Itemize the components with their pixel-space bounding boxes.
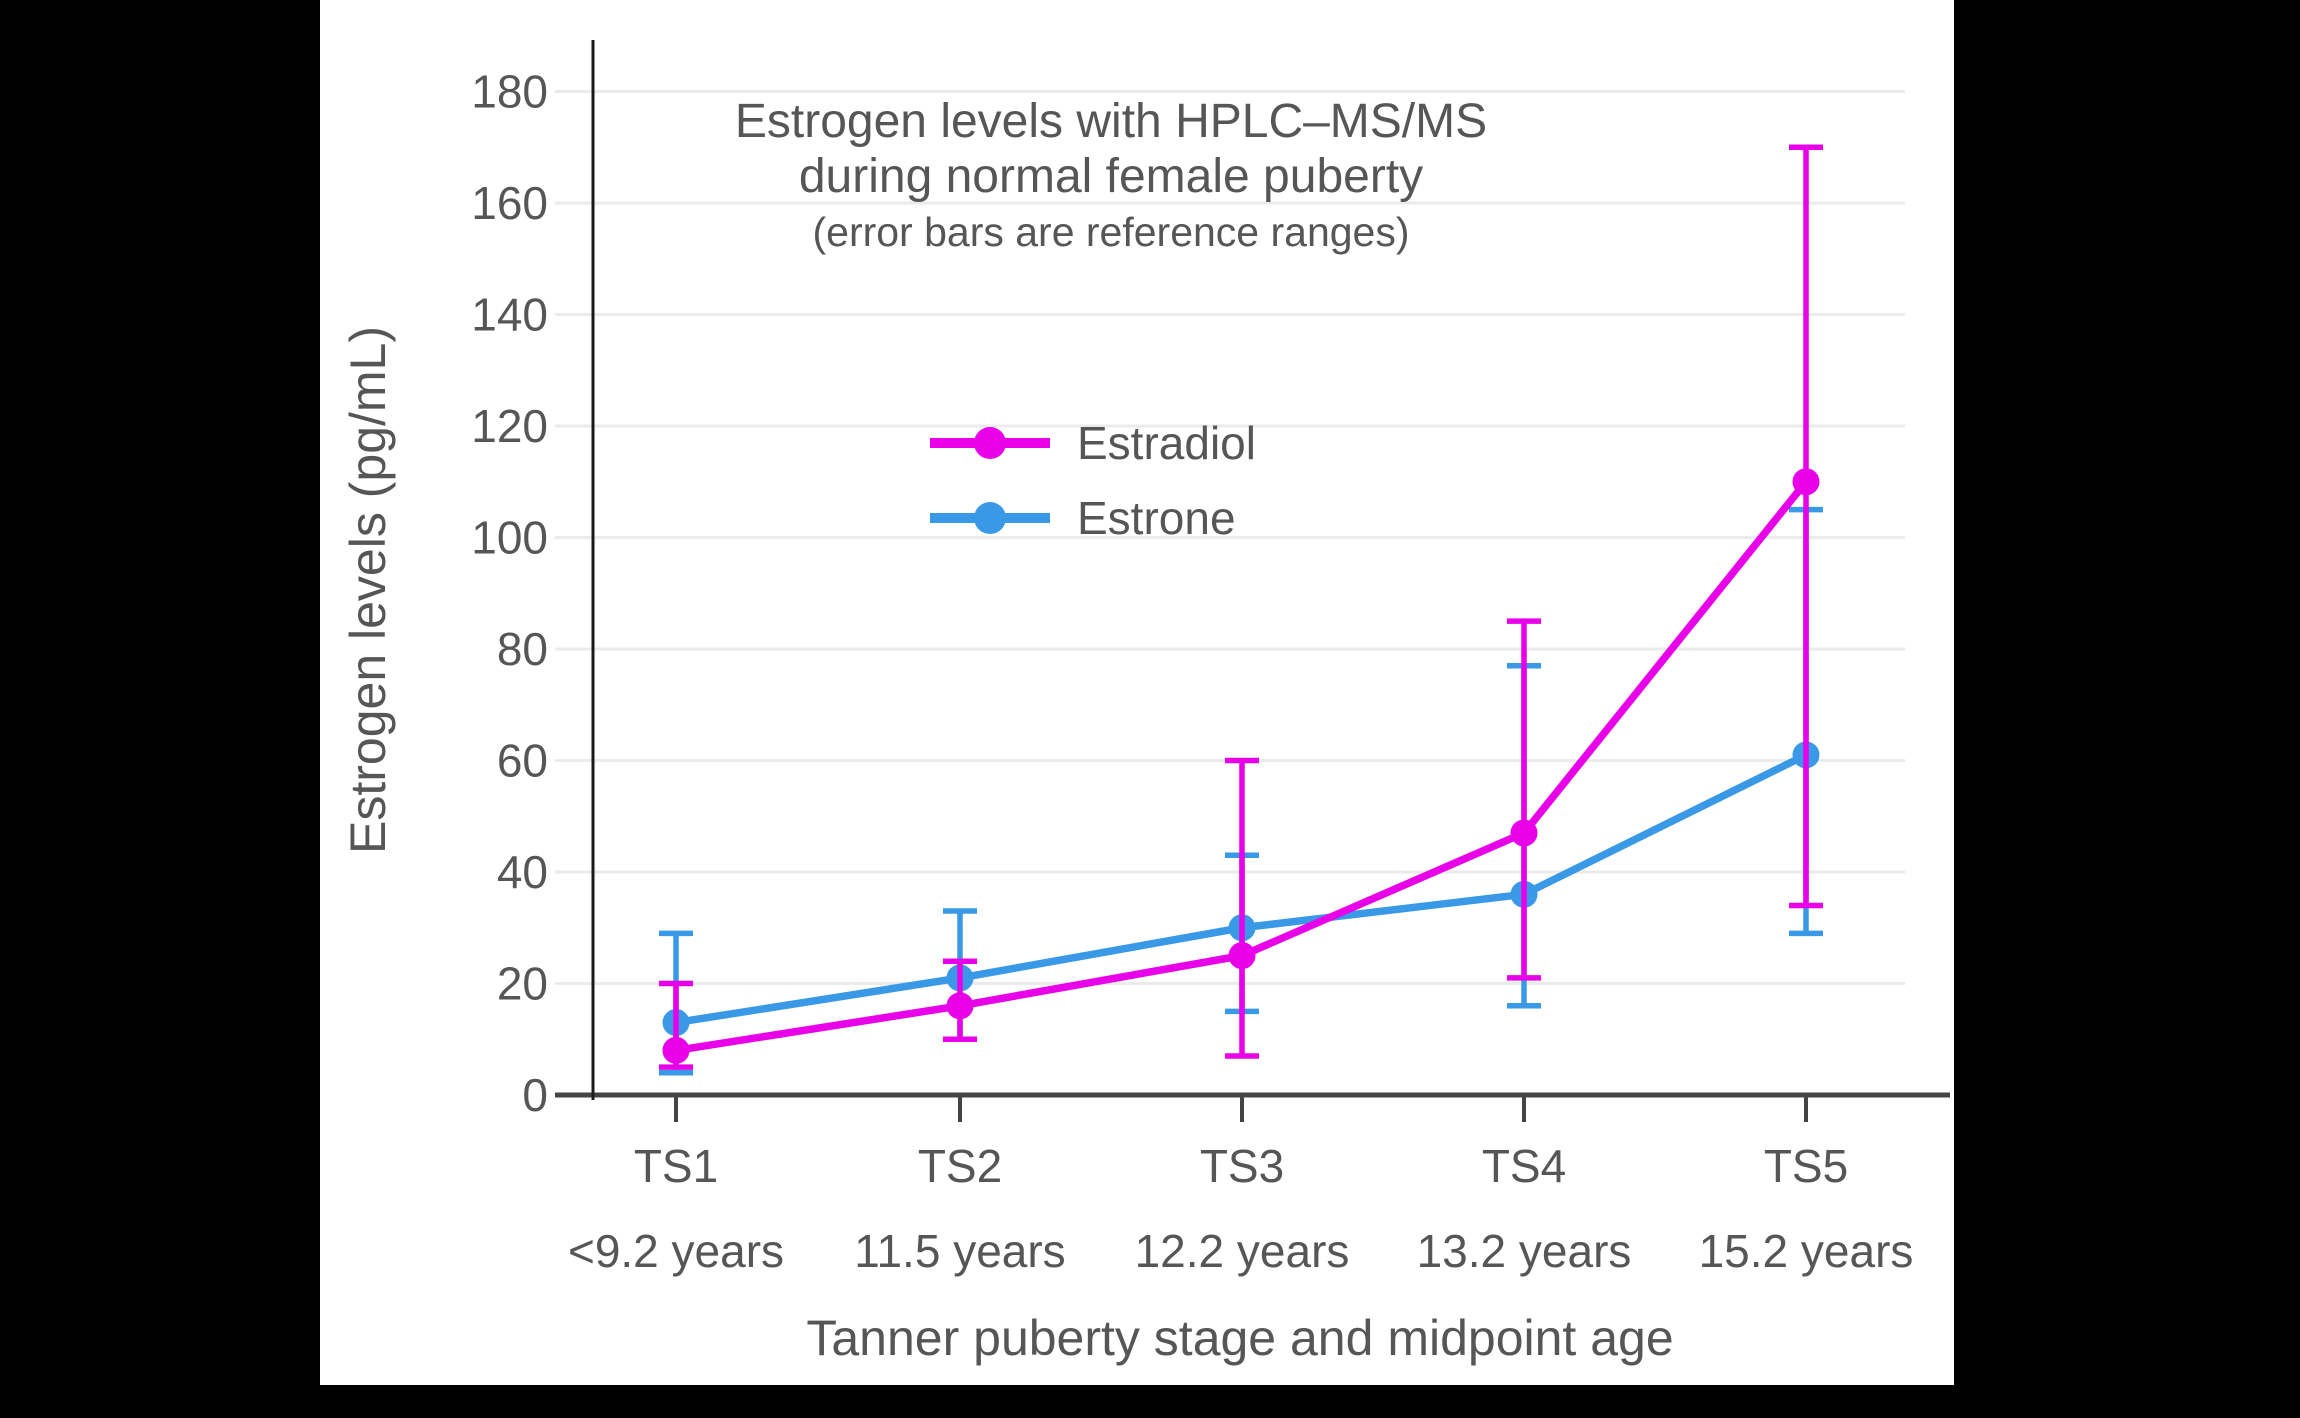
x-category-label: TS3 xyxy=(1200,1140,1284,1192)
x-category-label: TS5 xyxy=(1764,1140,1848,1192)
legend-estrone-label: Estrone xyxy=(1077,492,1236,544)
x-category-label: TS4 xyxy=(1482,1140,1566,1192)
x-category-age-label: 15.2 years xyxy=(1699,1225,1914,1277)
y-axis-title: Estrogen levels (pg/mL) xyxy=(340,326,396,854)
x-category-age-label: 11.5 years xyxy=(854,1225,1065,1277)
axis-layer: 0 20 40 60 80 100 120 140 160 180 TS1 <9.2 years TS2… xyxy=(471,40,1950,1277)
legend: Estradiol Estrone xyxy=(930,417,1256,544)
x-category-age-label: <9.2 years xyxy=(568,1225,784,1277)
estradiol-marker xyxy=(1228,942,1256,970)
x-category-label: TS1 xyxy=(634,1140,718,1192)
chart-title-line1: Estrogen levels with HPLC–MS/MS xyxy=(735,95,1487,148)
chart-title-line2: during normal female puberty xyxy=(799,150,1423,203)
y-tick-label: 60 xyxy=(497,735,548,787)
y-tick-label: 180 xyxy=(471,66,548,118)
x-axis-title: Tanner puberty stage and midpoint age xyxy=(806,1310,1673,1366)
y-tick-label: 80 xyxy=(497,623,548,675)
estradiol-marker xyxy=(1510,819,1538,847)
x-category-label: TS2 xyxy=(918,1140,1002,1192)
series-layer xyxy=(659,144,1823,1076)
chart-card: 0 20 40 60 80 100 120 140 160 180 TS1 <9.2 years TS2… xyxy=(320,0,1954,1385)
y-tick-label: 140 xyxy=(471,289,548,341)
y-tick-label: 0 xyxy=(522,1069,548,1121)
y-tick-label: 40 xyxy=(497,846,548,898)
estradiol-marker xyxy=(662,1036,690,1064)
y-tick-label: 120 xyxy=(471,400,548,452)
x-category-age-label: 13.2 years xyxy=(1417,1225,1632,1277)
x-category-age-label: 12.2 years xyxy=(1135,1225,1350,1277)
legend-estradiol-swatch-marker xyxy=(974,427,1006,459)
estradiol-marker xyxy=(946,992,974,1020)
chart-subtitle: (error bars are reference ranges) xyxy=(812,209,1409,255)
estrogen-chart: 0 20 40 60 80 100 120 140 160 180 TS1 <9.2 years TS2… xyxy=(340,40,1950,1366)
legend-estrone-swatch-marker xyxy=(974,502,1006,534)
grid-layer xyxy=(555,90,1905,985)
y-tick-label: 100 xyxy=(471,512,548,564)
y-tick-label: 20 xyxy=(497,958,548,1010)
y-tick-label: 160 xyxy=(471,177,548,229)
estradiol-marker xyxy=(1792,468,1820,496)
legend-estradiol-label: Estradiol xyxy=(1077,417,1256,469)
